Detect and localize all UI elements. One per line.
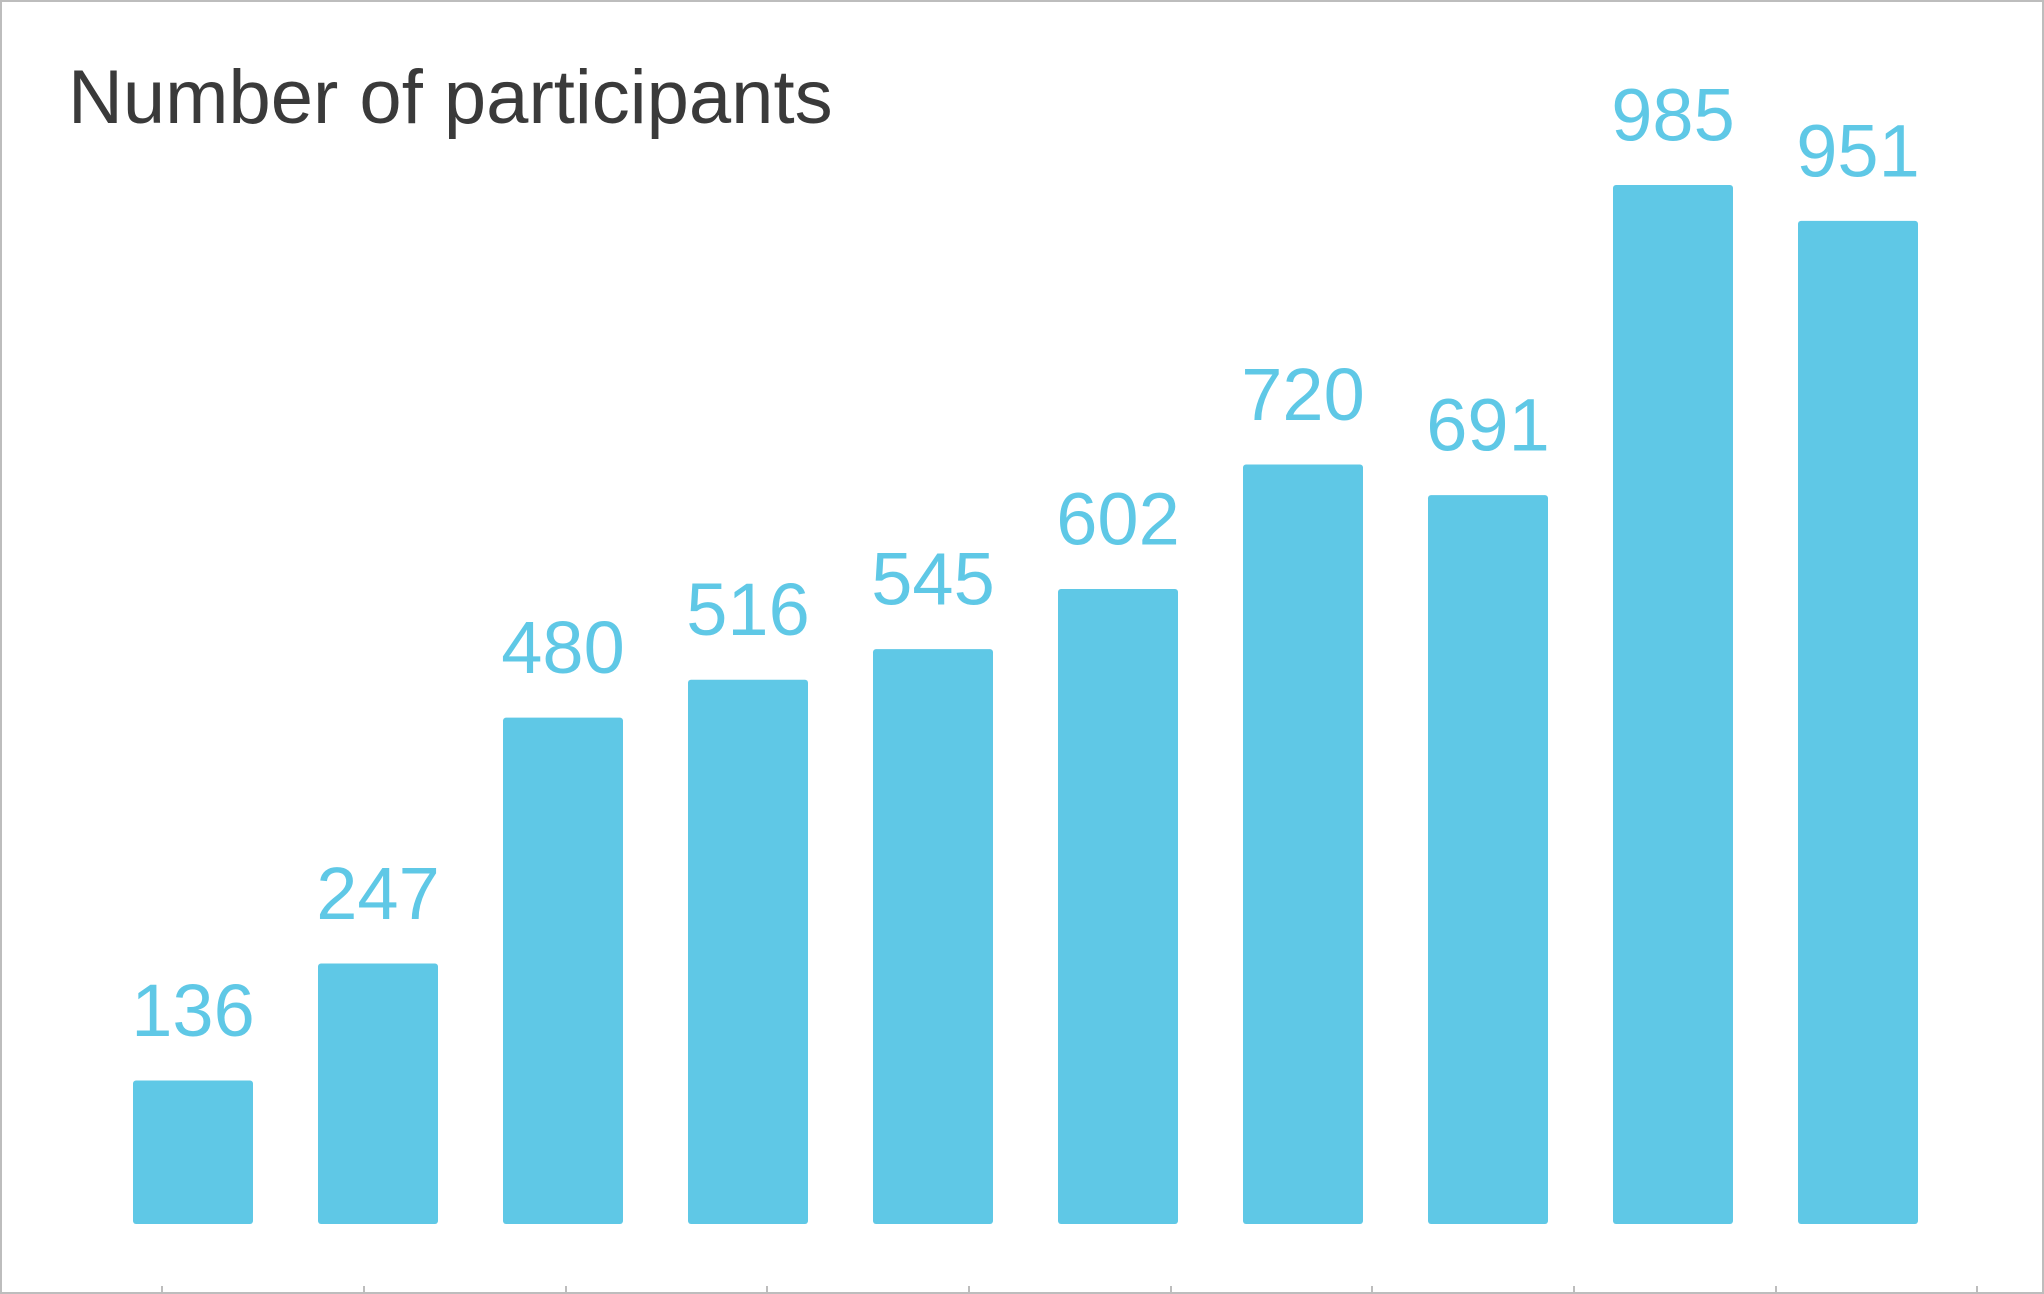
x-axis-ticks [161,1286,1978,1292]
bar-2 [318,963,438,1224]
data-label-4: 516 [686,568,809,651]
data-label-6: 602 [1056,477,1179,560]
bar-3 [503,717,623,1224]
data-label-2: 247 [316,852,439,935]
bar-6 [1058,588,1178,1224]
bar-10 [1798,220,1918,1224]
bar-7 [1243,464,1363,1224]
data-label-series: 136 247 480 516 545 602 720 691 985 951 [131,74,1919,1053]
data-label-9: 985 [1611,74,1734,157]
data-label-5: 545 [871,538,994,621]
chart-title: Number of participants [68,55,833,140]
data-label-7: 720 [1241,353,1364,436]
bar-5 [873,649,993,1224]
bar-4 [688,679,808,1224]
bar-8 [1428,495,1548,1224]
data-label-8: 691 [1426,384,1549,467]
bar-1 [133,1080,253,1224]
data-label-3: 480 [501,606,624,689]
bar-series [133,185,1918,1224]
bar-9 [1613,185,1733,1224]
data-label-10: 951 [1796,109,1919,192]
data-label-1: 136 [131,969,254,1052]
